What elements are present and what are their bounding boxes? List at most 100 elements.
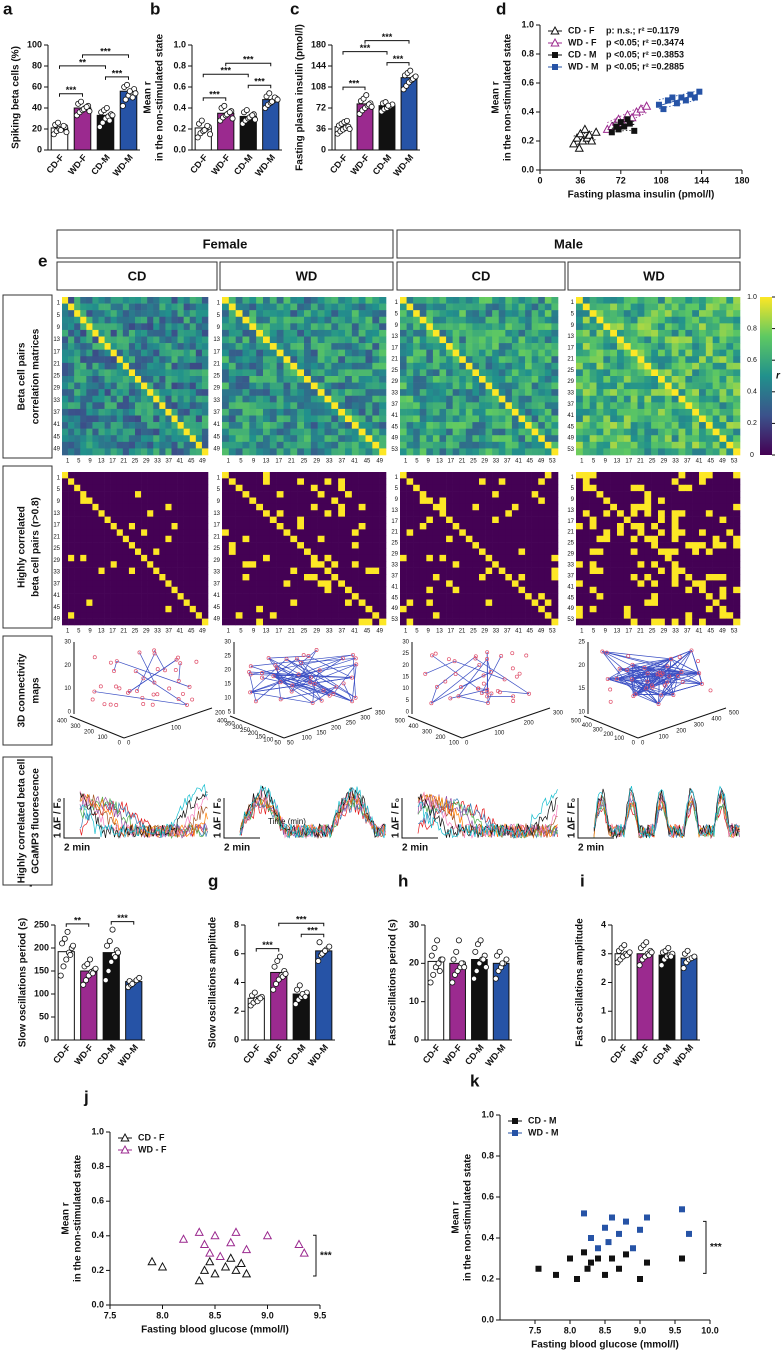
heatmap-cell [492, 523, 500, 530]
heatmap-cell [338, 395, 346, 403]
heatmap-cell [485, 422, 493, 429]
data-point [194, 134, 201, 141]
heatmap-cell [68, 618, 75, 626]
heatmap-cell [531, 408, 539, 416]
heatmap-cell [147, 343, 154, 350]
heatmap-cell [104, 542, 111, 549]
heatmap-cell [338, 389, 346, 397]
heatmap-cell [235, 586, 243, 594]
matrix-y-tick-label: 41 [53, 422, 60, 428]
heatmap-cell [623, 422, 631, 429]
heatmap-cell [283, 497, 291, 505]
heatmap-cell [269, 316, 277, 324]
heatmap-cell [165, 343, 172, 350]
heatmap-cell [582, 472, 590, 479]
heatmap-cell [518, 567, 526, 575]
heatmap-cell [324, 618, 332, 626]
heatmap-cell [479, 554, 486, 562]
data-point [84, 961, 91, 968]
heatmap-cell [452, 523, 460, 530]
heatmap-cell [544, 402, 552, 410]
heatmap-cell [525, 362, 532, 370]
heatmap-cell [719, 408, 727, 416]
heatmap-cell [479, 336, 486, 344]
heatmap-cell [432, 484, 440, 492]
data-point [275, 976, 282, 983]
heatmap-cell [256, 529, 264, 537]
heatmap-cell [479, 310, 486, 318]
heatmap-cell [726, 316, 734, 324]
heatmap-cell [201, 497, 209, 505]
heatmap-cell [426, 297, 434, 304]
heatmap-cell [544, 580, 552, 588]
matrix-x-tick-label: 9 [252, 459, 256, 465]
heatmap-cell [263, 529, 271, 537]
heatmap-cell [511, 369, 519, 377]
heatmap-cell [446, 580, 453, 588]
heatmap-cell [479, 478, 486, 486]
matrix-y-tick-label: 29 [213, 386, 220, 392]
heatmap-cell [159, 516, 166, 524]
heatmap-cell [485, 574, 493, 581]
heatmap-cell [465, 310, 473, 318]
heatmap-cell [426, 362, 434, 370]
heatmap-cell [358, 510, 366, 517]
matrix-y-tick-label: 53 [391, 617, 398, 623]
heatmap-cell [141, 323, 148, 331]
legend-marker [120, 1132, 130, 1142]
heatmap-cell [324, 548, 332, 556]
heatmap-cell [235, 402, 243, 410]
heatmap-cell [379, 336, 387, 344]
heatmap-cell [128, 523, 136, 530]
heatmap-cell [122, 382, 130, 390]
heatmap-cell [135, 376, 142, 383]
heatmap-cell [201, 580, 209, 588]
heatmap-cell [664, 484, 672, 492]
heatmap-cell [183, 362, 191, 370]
heatmap-cell [80, 605, 87, 613]
heatmap-cell [726, 303, 734, 311]
heatmap-cell [705, 369, 713, 377]
heatmap-cell [511, 303, 519, 311]
heatmap-cell [110, 349, 118, 357]
heatmap-cell [505, 329, 513, 337]
heatmap-cell [331, 316, 339, 324]
heatmap-cell [465, 448, 473, 456]
heatmap-cell [331, 580, 339, 588]
heatmap-cell [116, 503, 124, 511]
heatmap-cell [551, 503, 559, 511]
heatmap-cell [147, 369, 154, 377]
heatmap-cell [705, 297, 713, 304]
heatmap-cell [479, 503, 486, 511]
heatmap-cell [426, 441, 434, 449]
heatmap-cell [637, 448, 645, 456]
heatmap-cell [159, 422, 166, 429]
heatmap-cell [122, 343, 130, 350]
heatmap-cell [249, 523, 257, 530]
data-point [455, 937, 462, 944]
heatmap-cell [726, 408, 734, 416]
heatmap-cell [331, 593, 339, 600]
heatmap-cell [351, 491, 359, 498]
heatmap-cell [551, 435, 559, 443]
heatmap-cell [80, 369, 87, 377]
heatmap-cell [153, 408, 160, 416]
heatmap-cell [432, 529, 440, 537]
heatmap-cell [338, 535, 346, 543]
heatmap-cell [699, 329, 707, 337]
heatmap-cell [80, 428, 87, 436]
heatmap-cell [705, 402, 713, 410]
data-point [572, 133, 582, 142]
heatmap-cell [98, 503, 105, 511]
heatmap-cell [147, 323, 154, 331]
heatmap-cell [505, 535, 513, 543]
heatmap-cell [525, 472, 532, 479]
matrix-y-tick-label: 21 [213, 361, 220, 367]
heatmap-cell [432, 356, 440, 364]
heatmap-cell [86, 408, 93, 416]
heatmap-cell [596, 323, 604, 331]
heatmap-cell [310, 323, 318, 331]
heatmap-cell [153, 580, 160, 588]
heatmap-cell [365, 297, 373, 304]
legend-label: CD - F [568, 25, 595, 35]
